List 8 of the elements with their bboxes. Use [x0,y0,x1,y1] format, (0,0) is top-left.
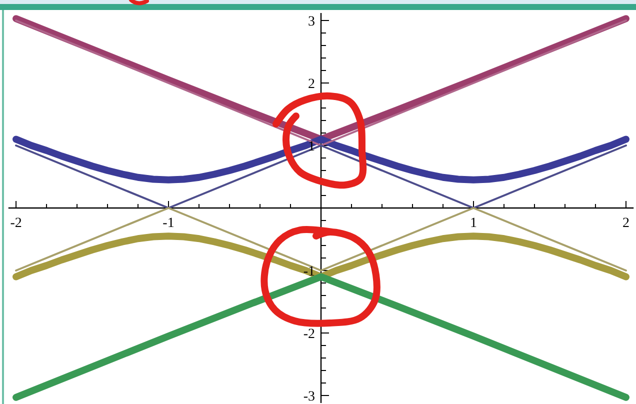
y-tick-label: -3 [303,390,315,404]
x-tick-label: 2 [622,216,630,231]
y-tick-label: 2 [308,77,315,92]
x-tick-label: -1 [162,216,174,231]
y-tick-label: 3 [308,14,315,30]
y-tick-label: -2 [303,327,315,342]
x-tick-label: -2 [10,216,22,231]
x-tick-label: 1 [470,216,477,231]
